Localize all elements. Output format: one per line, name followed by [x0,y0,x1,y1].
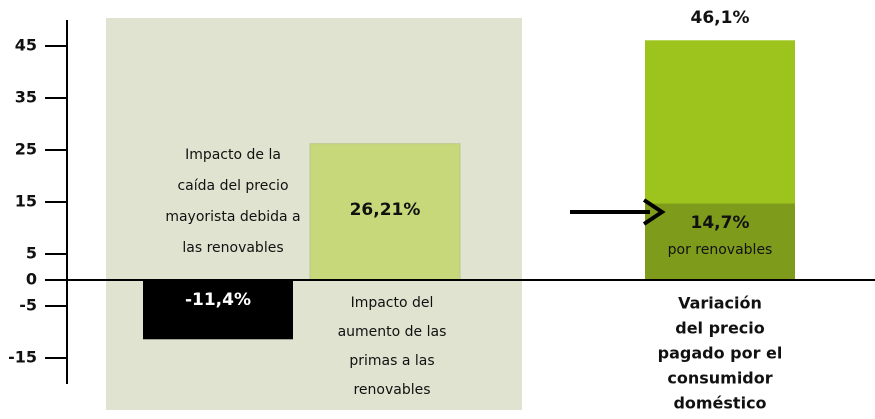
bar [645,203,795,280]
y-tick-label: -15 [8,348,37,367]
annotation: Impacto de la [185,147,281,163]
value-label: 46,1% [691,8,750,28]
value-label: -11,4% [185,290,251,310]
annotation: consumidor [667,369,772,388]
annotation: las renovables [182,240,283,256]
annotation: mayorista debida a [165,209,300,225]
bar [309,143,461,281]
annotation: aumento de las [338,324,447,340]
annotation: doméstico [673,394,766,413]
annotation: Variación [678,294,762,313]
y-tick-label: 15 [15,192,37,211]
arrow-head [642,198,666,226]
annotation: Impacto del [351,295,434,311]
y-tick-label: 25 [15,140,37,159]
annotation: renovables [353,382,430,398]
value-label: 26,21% [350,200,421,220]
y-tick-label: -5 [19,296,37,315]
annotation: caída del precio [177,178,288,194]
annotation: del precio [675,319,765,338]
y-tick-label: 5 [26,244,37,263]
bar [143,280,293,340]
annotation: primas a las [349,353,434,369]
annotation: pagado por el [658,344,783,363]
segment-subtitle: por renovables [668,242,773,258]
y-tick-label: 0 [26,270,37,289]
y-tick-label: 35 [15,88,37,107]
y-tick-label: 45 [15,36,37,55]
segment-label: 14,7% [691,213,750,233]
